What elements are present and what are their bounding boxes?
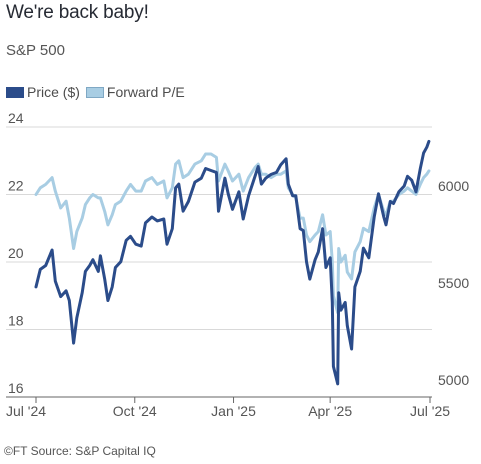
left-axis-ticks: 16 18 20 22 24 [8,110,24,396]
left-tick-label: 24 [8,110,24,126]
left-tick-label: 16 [8,380,24,396]
x-tick-label: Jul '25 [410,403,450,419]
x-tick-label: Jan '25 [211,403,256,419]
right-tick-label: 6000 [438,178,469,194]
left-tick-label: 20 [8,245,24,261]
legend-label-price: Price ($) [27,84,80,100]
legend-item-forward-pe: Forward P/E [85,84,185,100]
series-layer [34,139,431,386]
legend-item-price: Price ($) [6,84,80,100]
left-tick-label: 18 [8,313,24,329]
right-tick-label: 5500 [438,275,469,291]
legend-swatch-forward-pe [85,86,104,98]
source-note: ©FT Source: S&P Capital IQ [4,444,156,458]
right-tick-label: 5000 [438,372,469,388]
series-line-forward-pe [34,152,431,315]
series-line-price [34,139,431,386]
legend-label-forward-pe: Forward P/E [106,84,185,100]
x-axis: Jul '24 Oct '24 Jan '25 Apr '25 Jul '25 [6,397,450,419]
chart-title: We're back baby! [6,2,149,23]
chart-subtitle: S&P 500 [6,42,65,59]
left-tick-label: 22 [8,178,24,194]
legend-swatch-price [6,86,24,98]
x-tick-label: Jul '24 [6,403,46,419]
grid [6,126,432,398]
x-tick-label: Apr '25 [308,403,352,419]
right-axis-ticks: 5000 5500 6000 [438,178,469,388]
legend: Price ($) Forward P/E [6,84,191,100]
x-tick-label: Oct '24 [113,403,157,419]
